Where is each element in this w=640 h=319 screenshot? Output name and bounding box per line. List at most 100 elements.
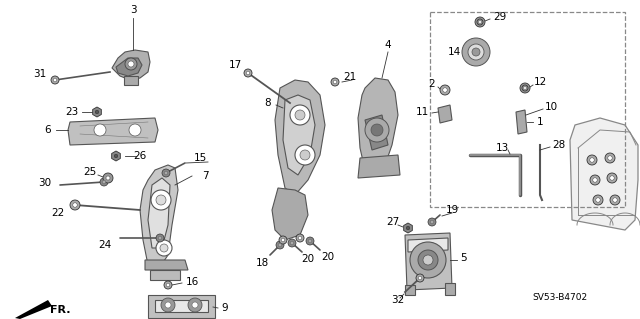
Circle shape <box>477 19 483 25</box>
Polygon shape <box>112 50 150 80</box>
Circle shape <box>610 176 614 180</box>
Text: 26: 26 <box>133 151 147 161</box>
Circle shape <box>279 236 287 244</box>
Polygon shape <box>116 58 142 76</box>
Polygon shape <box>358 155 400 178</box>
Polygon shape <box>405 233 452 290</box>
Text: 13: 13 <box>495 143 509 153</box>
Text: 14: 14 <box>447 47 461 57</box>
Circle shape <box>295 110 305 120</box>
Circle shape <box>281 238 285 242</box>
Circle shape <box>608 156 612 160</box>
Polygon shape <box>438 105 452 123</box>
Circle shape <box>440 85 450 95</box>
Polygon shape <box>155 300 208 312</box>
Circle shape <box>278 243 282 247</box>
Circle shape <box>95 110 99 114</box>
Circle shape <box>443 88 447 92</box>
Circle shape <box>462 38 490 66</box>
Circle shape <box>156 240 172 256</box>
Circle shape <box>371 124 383 136</box>
Polygon shape <box>15 300 52 319</box>
Circle shape <box>70 200 80 210</box>
Circle shape <box>290 241 294 245</box>
Text: 23: 23 <box>65 107 79 117</box>
Text: 25: 25 <box>83 167 97 177</box>
Circle shape <box>430 220 434 224</box>
Circle shape <box>468 44 484 60</box>
Circle shape <box>244 69 252 77</box>
Polygon shape <box>405 285 415 295</box>
Circle shape <box>160 244 168 252</box>
Text: 28: 28 <box>552 140 565 150</box>
Text: 29: 29 <box>493 12 507 22</box>
Polygon shape <box>150 270 180 280</box>
Polygon shape <box>148 295 215 318</box>
Circle shape <box>296 234 304 242</box>
Circle shape <box>129 124 141 136</box>
Text: FR.: FR. <box>50 305 70 315</box>
Text: 5: 5 <box>460 253 467 263</box>
Circle shape <box>612 198 617 202</box>
Circle shape <box>589 158 595 162</box>
Circle shape <box>306 237 314 245</box>
Circle shape <box>331 78 339 86</box>
Circle shape <box>102 180 106 184</box>
Polygon shape <box>272 188 308 240</box>
Circle shape <box>100 178 108 186</box>
Circle shape <box>128 61 134 67</box>
Text: 32: 32 <box>392 295 404 305</box>
Text: 20: 20 <box>321 252 335 262</box>
Circle shape <box>290 105 310 125</box>
Polygon shape <box>140 165 178 270</box>
Circle shape <box>73 203 77 207</box>
Circle shape <box>587 155 597 165</box>
Text: 4: 4 <box>385 40 391 50</box>
Text: 27: 27 <box>387 217 399 227</box>
Circle shape <box>276 241 284 249</box>
Circle shape <box>478 20 482 24</box>
Polygon shape <box>358 78 398 175</box>
Circle shape <box>53 78 57 82</box>
Text: 7: 7 <box>202 171 208 181</box>
Circle shape <box>522 85 528 91</box>
Circle shape <box>333 80 337 84</box>
Polygon shape <box>145 260 188 270</box>
Circle shape <box>161 298 175 312</box>
Circle shape <box>479 21 481 23</box>
Text: 21: 21 <box>344 72 356 82</box>
Circle shape <box>472 48 480 56</box>
Circle shape <box>308 239 312 243</box>
Circle shape <box>593 178 597 182</box>
Circle shape <box>246 71 250 75</box>
Text: 11: 11 <box>415 107 429 117</box>
Polygon shape <box>111 151 120 161</box>
Circle shape <box>300 150 310 160</box>
Circle shape <box>607 173 617 183</box>
Text: 24: 24 <box>99 240 111 250</box>
Circle shape <box>428 218 436 226</box>
Text: 20: 20 <box>301 254 315 264</box>
Polygon shape <box>275 80 325 195</box>
Circle shape <box>418 250 438 270</box>
Text: 12: 12 <box>533 77 547 87</box>
Circle shape <box>51 76 59 84</box>
Polygon shape <box>404 223 412 233</box>
Circle shape <box>406 226 410 230</box>
Text: 6: 6 <box>45 125 51 135</box>
Circle shape <box>156 195 166 205</box>
Polygon shape <box>283 95 315 175</box>
Polygon shape <box>570 118 638 230</box>
Circle shape <box>475 17 485 27</box>
Text: 15: 15 <box>193 153 207 163</box>
Text: 10: 10 <box>545 102 558 112</box>
Polygon shape <box>93 107 101 117</box>
Text: 19: 19 <box>445 205 459 215</box>
Circle shape <box>151 190 171 210</box>
Circle shape <box>188 298 202 312</box>
Circle shape <box>164 171 168 175</box>
Circle shape <box>156 234 164 242</box>
Circle shape <box>103 173 113 183</box>
Text: 16: 16 <box>186 277 198 287</box>
Circle shape <box>416 274 424 282</box>
